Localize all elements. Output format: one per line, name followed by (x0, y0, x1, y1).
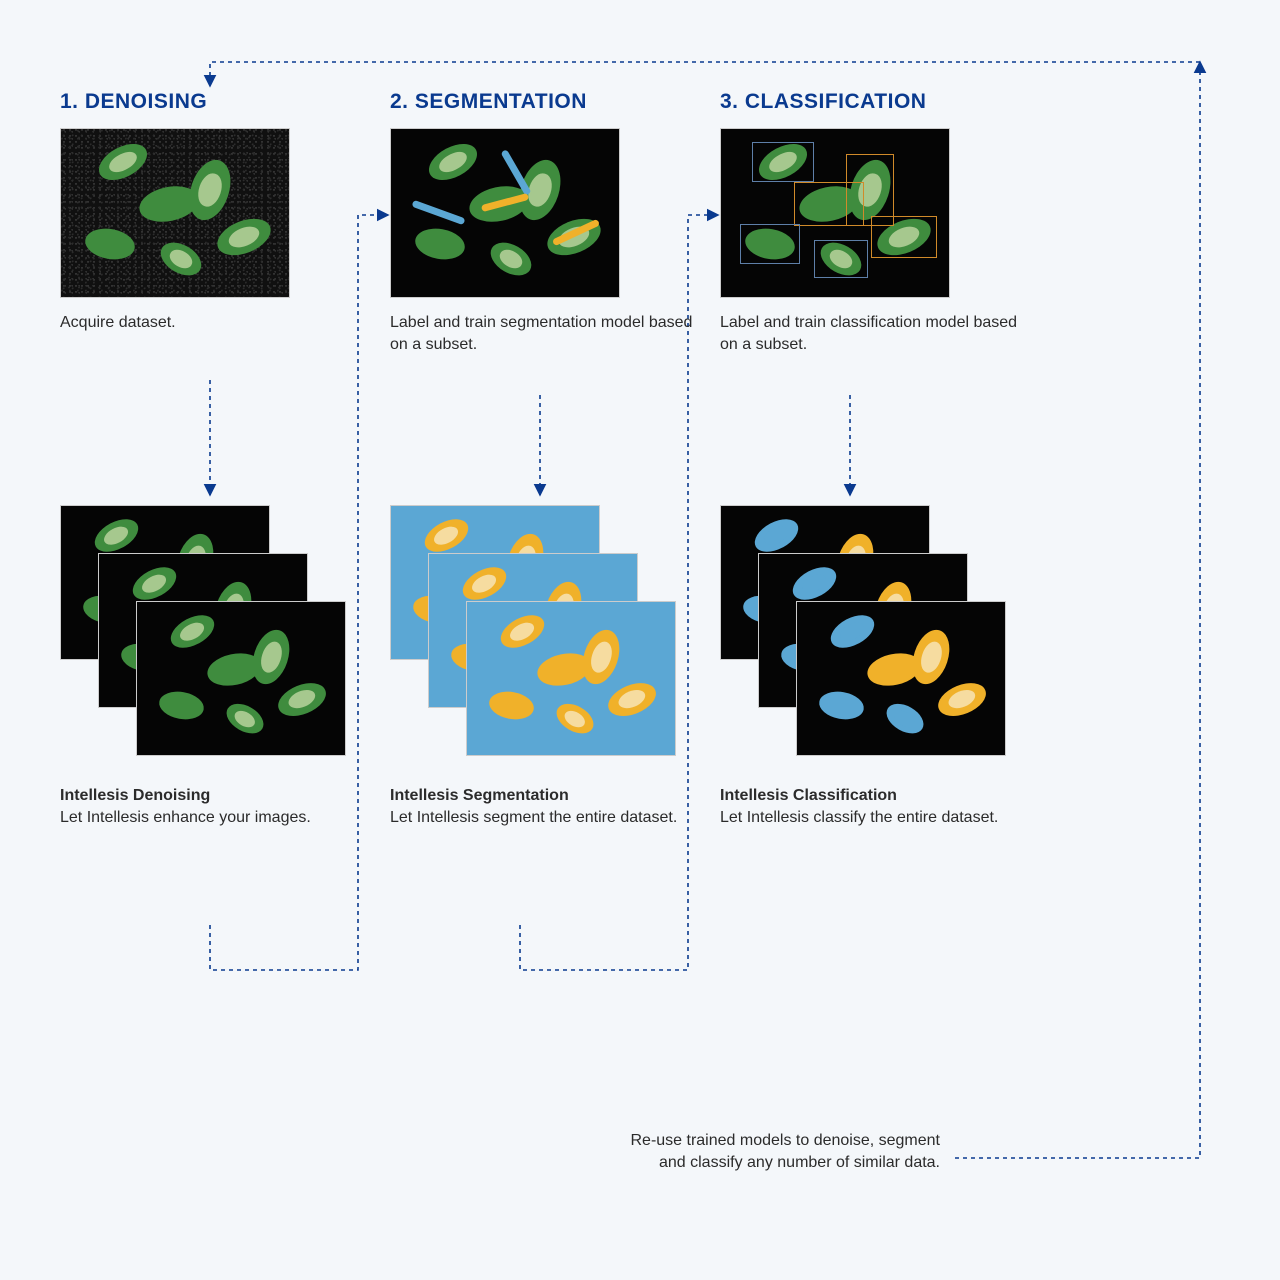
classification-caption-top: Label and train classification model bas… (720, 312, 1030, 355)
step-title: 1. DENOISING (60, 90, 370, 114)
denoising-input-panel (60, 128, 290, 298)
step-denoising: 1. DENOISING Acquire dataset. (60, 90, 370, 334)
segmentation-caption-top: Label and train segmentation model based… (390, 312, 700, 355)
stack-panel (796, 601, 1006, 756)
classification-caption-bottom: Intellesis Classification Let Intellesis… (720, 785, 1010, 828)
classification-stack-wrap: Intellesis Classification Let Intellesis… (720, 505, 1010, 828)
step-classification: 3. CLASSIFICATION Label and train classi… (720, 90, 1030, 355)
classification-stack (720, 505, 1010, 765)
denoising-caption-top: Acquire dataset. (60, 312, 370, 334)
denoising-stack-wrap: Intellesis Denoising Let Intellesis enha… (60, 505, 350, 828)
segmentation-stack (390, 505, 680, 765)
step-title: 3. CLASSIFICATION (720, 90, 1030, 114)
segmentation-stack-wrap: Intellesis Segmentation Let Intellesis s… (390, 505, 680, 828)
stack-panel (136, 601, 346, 756)
segmentation-input-panel (390, 128, 620, 298)
reuse-caption: Re-use trained models to denoise, segmen… (500, 1130, 940, 1173)
workflow-diagram: 1. DENOISING Acquire dataset. Intellesis… (0, 0, 1280, 1280)
denoising-caption-bottom: Intellesis Denoising Let Intellesis enha… (60, 785, 350, 828)
step-title: 2. SEGMENTATION (390, 90, 700, 114)
classification-input-panel (720, 128, 950, 298)
step-segmentation: 2. SEGMENTATION Label and train segmenta… (390, 90, 700, 355)
stack-panel (466, 601, 676, 756)
denoising-stack (60, 505, 350, 765)
segmentation-caption-bottom: Intellesis Segmentation Let Intellesis s… (390, 785, 680, 828)
